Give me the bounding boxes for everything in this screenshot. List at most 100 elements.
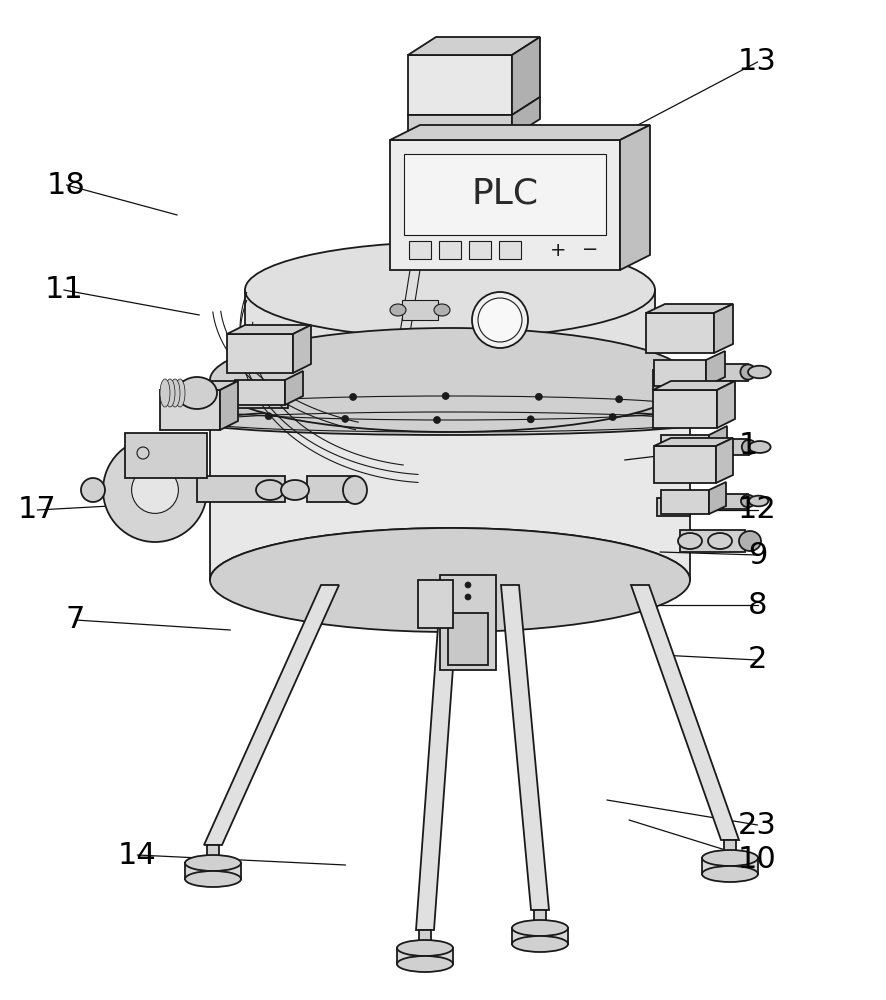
Polygon shape	[293, 325, 311, 373]
Ellipse shape	[198, 409, 702, 435]
Ellipse shape	[210, 328, 690, 432]
Polygon shape	[512, 928, 568, 944]
Polygon shape	[440, 575, 496, 670]
Circle shape	[137, 447, 149, 459]
Circle shape	[694, 404, 701, 411]
Circle shape	[103, 438, 207, 542]
Circle shape	[132, 467, 178, 513]
Ellipse shape	[245, 242, 655, 338]
Circle shape	[527, 416, 534, 423]
Ellipse shape	[702, 866, 758, 882]
Polygon shape	[409, 241, 431, 259]
Polygon shape	[709, 439, 749, 455]
Text: 14: 14	[118, 840, 157, 869]
Polygon shape	[631, 585, 739, 840]
Polygon shape	[653, 381, 735, 390]
Circle shape	[198, 404, 206, 411]
Polygon shape	[714, 304, 733, 353]
Polygon shape	[390, 140, 620, 270]
Polygon shape	[390, 125, 650, 140]
Ellipse shape	[185, 871, 241, 887]
Polygon shape	[512, 37, 540, 115]
Polygon shape	[404, 154, 606, 235]
Polygon shape	[210, 390, 288, 408]
Circle shape	[694, 406, 701, 413]
Polygon shape	[207, 845, 219, 863]
Polygon shape	[227, 325, 311, 334]
Ellipse shape	[390, 304, 406, 316]
Polygon shape	[661, 435, 709, 460]
Text: 11: 11	[44, 275, 83, 304]
Ellipse shape	[434, 304, 450, 316]
Polygon shape	[227, 334, 293, 373]
Ellipse shape	[742, 440, 756, 454]
Circle shape	[350, 393, 356, 400]
Circle shape	[342, 415, 349, 422]
Ellipse shape	[512, 936, 568, 952]
Polygon shape	[416, 585, 459, 930]
Ellipse shape	[165, 379, 175, 407]
Ellipse shape	[451, 239, 479, 255]
Ellipse shape	[172, 386, 194, 398]
Text: +: +	[549, 240, 566, 259]
Text: 7: 7	[66, 605, 85, 635]
Circle shape	[610, 414, 616, 421]
Polygon shape	[160, 381, 238, 390]
Polygon shape	[499, 241, 521, 259]
Polygon shape	[418, 580, 453, 628]
Circle shape	[472, 292, 528, 348]
Polygon shape	[210, 380, 690, 580]
Polygon shape	[654, 438, 733, 446]
Ellipse shape	[749, 496, 768, 506]
Circle shape	[265, 413, 272, 420]
Polygon shape	[285, 371, 303, 405]
Polygon shape	[654, 446, 716, 483]
Circle shape	[478, 298, 522, 342]
Text: 8: 8	[748, 590, 767, 619]
Polygon shape	[657, 445, 690, 463]
Polygon shape	[402, 300, 438, 320]
Polygon shape	[654, 360, 706, 386]
Polygon shape	[709, 494, 748, 509]
Circle shape	[667, 410, 674, 417]
Polygon shape	[501, 585, 549, 910]
Circle shape	[433, 416, 440, 423]
Polygon shape	[204, 585, 339, 845]
Text: 9: 9	[748, 540, 767, 570]
Ellipse shape	[702, 850, 758, 866]
Polygon shape	[235, 380, 285, 405]
Circle shape	[535, 393, 542, 400]
Polygon shape	[646, 313, 714, 353]
Polygon shape	[657, 498, 690, 516]
Ellipse shape	[256, 480, 284, 500]
Text: 18: 18	[47, 170, 86, 200]
Ellipse shape	[708, 533, 732, 549]
Ellipse shape	[741, 364, 756, 380]
Ellipse shape	[281, 480, 309, 500]
Polygon shape	[419, 930, 431, 948]
Ellipse shape	[198, 392, 702, 424]
Text: 17: 17	[18, 495, 57, 524]
Ellipse shape	[343, 476, 367, 504]
Polygon shape	[307, 476, 355, 502]
Polygon shape	[125, 433, 207, 478]
Text: 10: 10	[738, 846, 777, 874]
Polygon shape	[408, 115, 512, 137]
Circle shape	[442, 393, 449, 400]
Ellipse shape	[741, 495, 755, 507]
Circle shape	[465, 582, 471, 588]
Polygon shape	[706, 351, 725, 386]
Polygon shape	[716, 438, 733, 483]
Ellipse shape	[185, 855, 241, 871]
Ellipse shape	[175, 379, 185, 407]
Ellipse shape	[397, 940, 453, 956]
Polygon shape	[408, 37, 540, 55]
Circle shape	[465, 594, 471, 600]
Text: 12: 12	[738, 495, 777, 524]
Text: 1: 1	[739, 430, 758, 460]
Ellipse shape	[397, 956, 453, 972]
Ellipse shape	[748, 366, 771, 378]
Polygon shape	[702, 858, 758, 874]
Ellipse shape	[187, 385, 201, 399]
Polygon shape	[512, 97, 540, 137]
